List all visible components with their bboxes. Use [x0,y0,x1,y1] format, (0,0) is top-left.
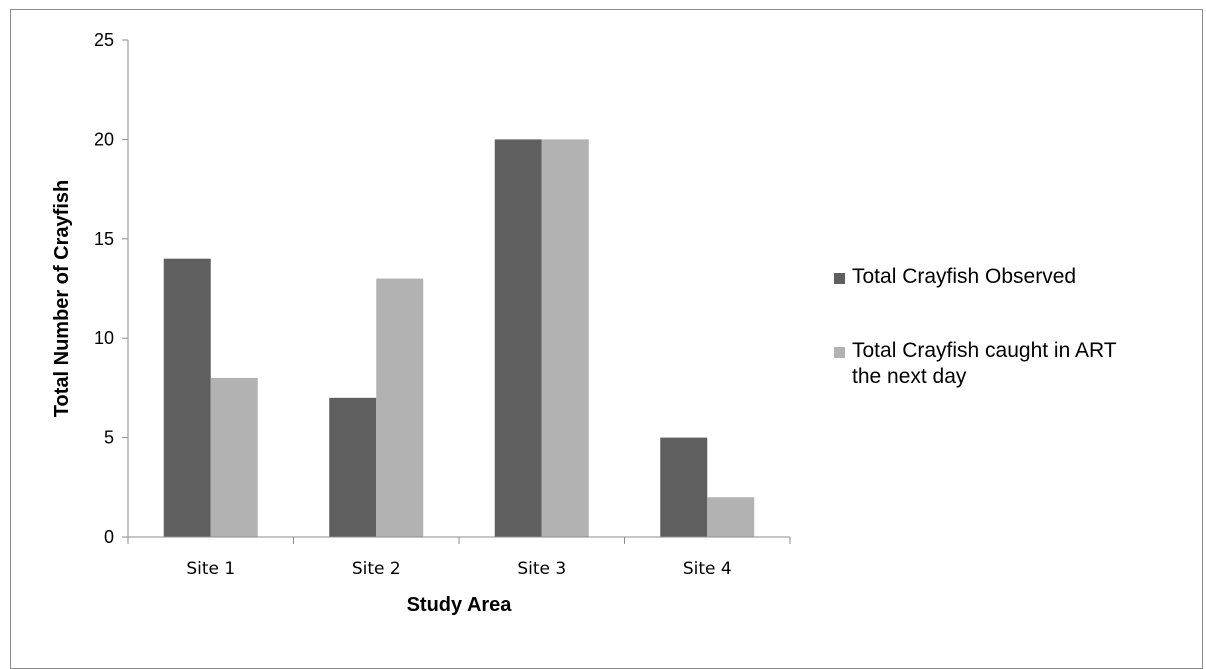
y-tick-label: 0 [104,527,114,547]
legend-swatch-1 [834,273,845,284]
legend-swatch-2 [834,347,845,358]
legend: Total Crayfish Observed Total Crayfish ca… [834,265,1117,388]
bar-observed-site-2 [329,397,377,537]
y-tick-label: 5 [104,428,114,448]
y-tick-label: 15 [94,229,114,249]
x-tick-label: Site 3 [517,559,566,579]
bar-observed-site-3 [494,139,542,537]
legend-label-1: Total Crayfish Observed [852,265,1076,288]
bar-observed-site-4 [660,437,708,537]
x-axis-title: Study Area [407,594,513,616]
y-axis-title: Total Number of Crayfish [51,180,73,417]
y-tick-label: 25 [94,30,114,50]
y-tick-label: 10 [94,328,114,348]
y-ticks-group: 0 5 10 15 20 25 [94,30,128,547]
bar-caught-site-3 [541,139,589,537]
legend-label-2: Total Crayfish caught in ART [852,339,1117,362]
x-tick-label: Site 2 [352,559,401,579]
bar-observed-site-1 [163,258,211,537]
bars-group [163,139,755,537]
x-tick-label: Site 1 [186,559,235,579]
x-ticks-group: Site 1 Site 2 Site 3 Site 4 [127,537,791,579]
bar-chart: 0 5 10 15 20 25 Site 1 Site 2 Site 3 Site 4 Stud… [51,30,1117,616]
y-tick-label: 20 [94,129,114,149]
bar-caught-site-4 [707,497,755,537]
legend-label-2: the next day [852,365,967,388]
x-tick-label: Site 4 [683,559,732,579]
bar-caught-site-2 [376,278,424,537]
bar-caught-site-1 [210,377,258,537]
